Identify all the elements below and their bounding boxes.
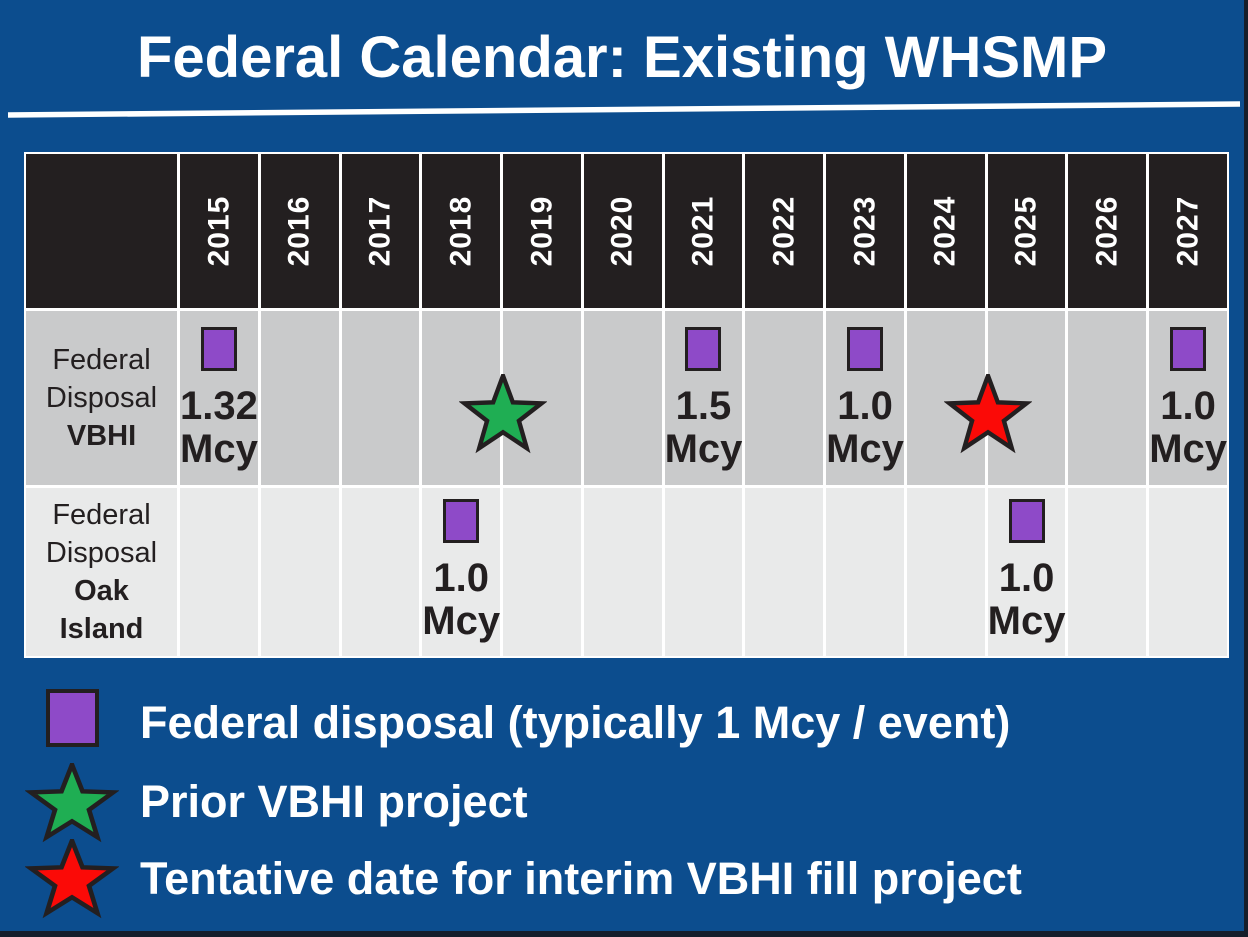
year-header-2025: 2025	[987, 154, 1066, 308]
year-label: 2019	[524, 195, 558, 267]
event-amount: 1.5	[675, 384, 732, 428]
row-label-line: Disposal	[45, 537, 158, 569]
federal-disposal-square-icon	[847, 327, 884, 371]
year-header-2018: 2018	[422, 154, 501, 308]
empty-cell	[260, 311, 339, 485]
event-unit: Mcy	[180, 427, 258, 471]
empty-cell	[503, 488, 581, 656]
year-label: 2024	[928, 195, 962, 267]
event-cell-vbhi-2023: 1.0 Mcy	[826, 311, 904, 485]
row-label-line: Federal	[52, 499, 151, 531]
empty-cell	[1068, 311, 1147, 485]
federal-disposal-square-icon	[685, 327, 722, 371]
row-label-vbhi: Federal Disposal VBHI	[26, 311, 177, 485]
calendar-table: 2015 2016 2017 2018 2019 2020 2021 2022 …	[24, 152, 1229, 658]
empty-cell	[341, 311, 420, 485]
empty-cell	[503, 311, 581, 485]
empty-cell	[1149, 488, 1227, 656]
year-label: 2017	[363, 195, 397, 267]
empty-cell	[1068, 488, 1147, 656]
empty-cell	[180, 488, 258, 656]
event-cell-vbhi-2027: 1.0 Mcy	[1149, 311, 1227, 485]
empty-cell	[745, 488, 824, 656]
legend-label-prior-project: Prior VBHI project	[140, 776, 528, 827]
federal-disposal-square-icon	[1170, 327, 1207, 371]
year-label: 2022	[767, 195, 801, 267]
event-unit: Mcy	[987, 599, 1066, 643]
year-header-2019: 2019	[503, 154, 581, 308]
event-cell-oak-island-2018: 1.0 Mcy	[422, 488, 501, 656]
year-header-2026: 2026	[1068, 154, 1147, 308]
row-label-bold: Island	[59, 613, 144, 645]
empty-cell	[583, 311, 662, 485]
event-cell-vbhi-2021: 1.5 Mcy	[664, 311, 743, 485]
row-label-bold: VBHI	[66, 420, 137, 452]
row-label-oak-island: Federal Disposal Oak Island	[26, 488, 177, 656]
event-unit: Mcy	[826, 427, 904, 471]
empty-cell	[826, 488, 904, 656]
event-amount: 1.0	[1160, 384, 1216, 428]
event-unit: Mcy	[664, 427, 743, 471]
empty-cell	[583, 488, 662, 656]
empty-cell	[906, 311, 985, 485]
year-header-2027: 2027	[1149, 154, 1227, 308]
row-label-bold: Oak	[74, 575, 129, 607]
event-cell-oak-island-2025: 1.0 Mcy	[987, 488, 1066, 656]
year-label: 2027	[1171, 195, 1205, 267]
year-label: 2026	[1090, 195, 1124, 267]
year-header-2016: 2016	[260, 154, 339, 308]
year-label: 2025	[1009, 195, 1043, 267]
year-header-2017: 2017	[341, 154, 420, 308]
year-header-2023: 2023	[826, 154, 904, 308]
row-label-line: Disposal	[45, 382, 158, 414]
event-unit: Mcy	[422, 599, 501, 643]
legend-label-tentative-fill: Tentative date for interim VBHI fill pro…	[140, 853, 1022, 904]
event-cell-vbhi-2015: 1.32 Mcy	[180, 311, 258, 485]
empty-cell	[341, 488, 420, 656]
table-corner-cell	[26, 154, 177, 308]
event-amount: 1.32	[180, 384, 258, 428]
year-label: 2015	[201, 195, 235, 267]
event-amount: 1.0	[998, 556, 1055, 600]
year-header-2015: 2015	[180, 154, 258, 308]
year-label: 2018	[444, 195, 478, 267]
empty-cell	[745, 311, 824, 485]
empty-cell	[260, 488, 339, 656]
year-label: 2021	[686, 195, 720, 267]
empty-cell	[422, 311, 501, 485]
year-label: 2023	[848, 195, 882, 267]
event-amount: 1.0	[433, 556, 489, 600]
title-underline	[7, 101, 1241, 118]
legend-federal-disposal-square-icon	[46, 689, 99, 747]
year-label: 2016	[282, 195, 316, 267]
year-header-2020: 2020	[583, 154, 662, 308]
federal-disposal-square-icon	[200, 327, 237, 371]
year-header-2024: 2024	[906, 154, 985, 308]
event-amount: 1.0	[837, 384, 893, 428]
year-header-2022: 2022	[745, 154, 824, 308]
empty-cell	[906, 488, 985, 656]
year-label: 2020	[605, 195, 639, 267]
empty-cell	[664, 488, 743, 656]
federal-disposal-square-icon	[443, 499, 480, 543]
row-label-line: Federal	[52, 344, 151, 376]
empty-cell	[987, 311, 1066, 485]
legend-red-star-icon	[25, 839, 119, 919]
legend-label-federal-disposal: Federal disposal (typically 1 Mcy / even…	[140, 697, 1011, 748]
slide-title: Federal Calendar: Existing WHSMP	[136, 25, 1108, 90]
event-unit: Mcy	[1149, 427, 1227, 471]
year-header-2021: 2021	[664, 154, 743, 308]
federal-disposal-square-icon	[1008, 499, 1045, 543]
legend-green-star-icon	[25, 763, 119, 843]
